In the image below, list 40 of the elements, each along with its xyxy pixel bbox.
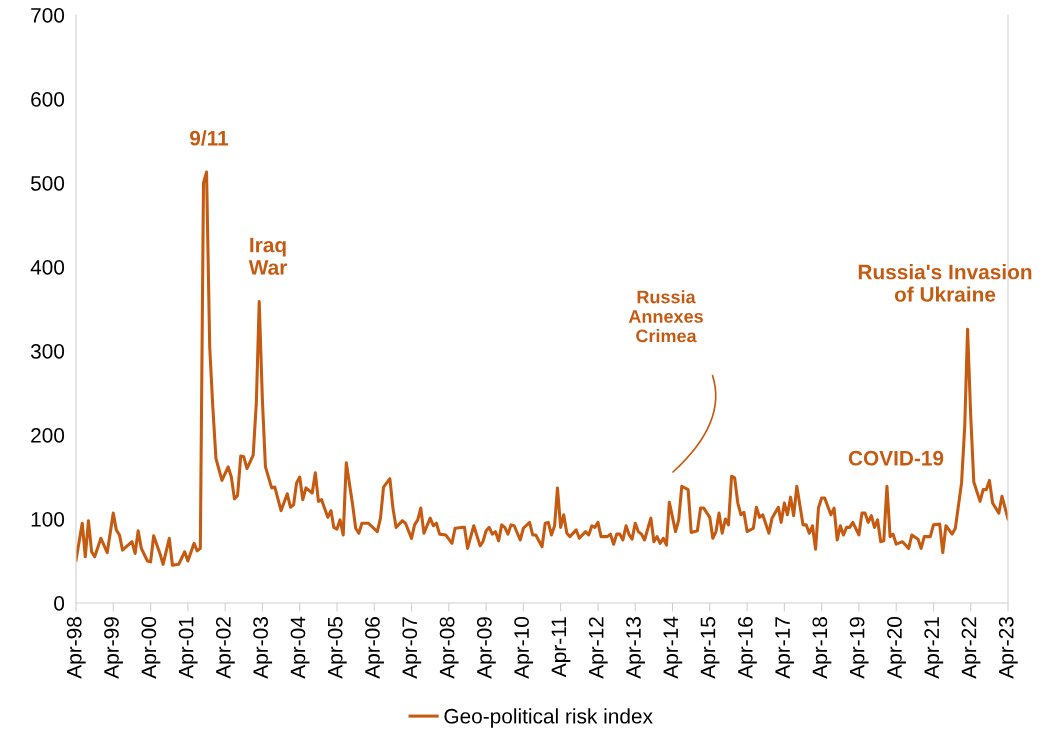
x-tick-label: Apr-06 xyxy=(365,617,384,679)
legend-label: Geo-political risk index xyxy=(444,708,653,728)
x-tick-label: Apr-98 xyxy=(66,617,86,679)
x-tick-label: Apr-19 xyxy=(849,617,869,679)
annotation: Russia's Invasion of Ukraine xyxy=(858,264,1032,302)
x-tick-label: Apr-13 xyxy=(626,617,645,679)
annotation: 9/11 xyxy=(190,130,229,146)
y-tick-label: 600 xyxy=(31,92,65,107)
y-tick-label: 100 xyxy=(31,512,65,527)
y-tick-label: 0 xyxy=(54,596,65,611)
x-tick-label: Apr-17 xyxy=(775,617,795,679)
x-tick-label: Apr-08 xyxy=(439,617,459,679)
x-tick-label: Apr-18 xyxy=(812,617,832,679)
annotation: Russia Annexes Crimea xyxy=(628,290,703,343)
x-tick-label: Apr-09 xyxy=(476,617,496,679)
annotation: COVID-19 xyxy=(848,450,944,466)
x-tick-label: Apr-23 xyxy=(998,617,1018,679)
y-tick-label: 500 xyxy=(30,176,65,191)
x-tick-label: Apr-10 xyxy=(514,617,534,679)
x-tick-label: Apr-20 xyxy=(887,617,906,679)
y-tick-label: 200 xyxy=(31,428,65,443)
x-tick-label: Apr-07 xyxy=(402,617,422,679)
x-tick-label: Apr-21 xyxy=(924,617,944,679)
annotation: Iraq War xyxy=(248,237,287,275)
x-tick-label: Apr-01 xyxy=(178,617,198,679)
x-tick-label: Apr-15 xyxy=(700,617,720,679)
x-tick-label: Apr-22 xyxy=(961,617,981,679)
x-tick-label: Apr-14 xyxy=(663,616,683,679)
y-tick-label: 300 xyxy=(30,344,65,359)
y-tick-label: 700 xyxy=(31,8,65,23)
x-tick-label: Apr-02 xyxy=(215,617,235,679)
x-tick-label: Apr-00 xyxy=(141,617,161,679)
x-tick-label: Apr-12 xyxy=(588,617,608,679)
x-tick-label: Apr-99 xyxy=(104,617,123,679)
y-tick-label: 400 xyxy=(30,260,65,275)
x-tick-label: Apr-16 xyxy=(737,617,757,679)
x-tick-label: Apr-05 xyxy=(327,617,347,679)
x-tick-label: Apr-04 xyxy=(290,616,310,679)
x-tick-label: Apr-11 xyxy=(551,617,571,678)
x-tick-label: Apr-03 xyxy=(253,617,273,679)
